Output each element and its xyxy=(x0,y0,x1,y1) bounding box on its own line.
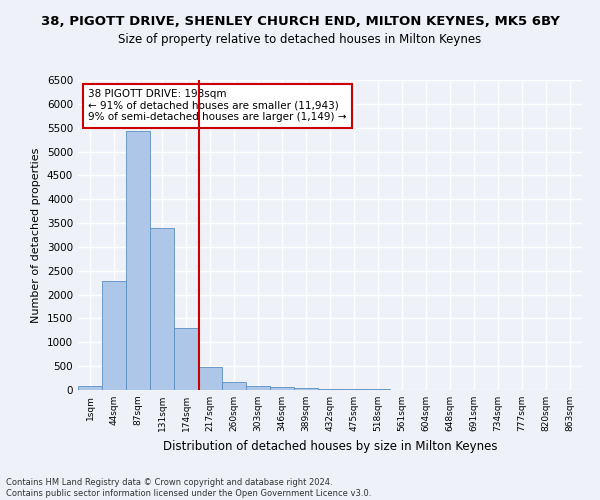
Text: 38 PIGOTT DRIVE: 198sqm
← 91% of detached houses are smaller (11,943)
9% of semi: 38 PIGOTT DRIVE: 198sqm ← 91% of detache… xyxy=(88,90,347,122)
X-axis label: Distribution of detached houses by size in Milton Keynes: Distribution of detached houses by size … xyxy=(163,440,497,452)
Bar xyxy=(342,389,366,390)
Bar xyxy=(150,228,174,390)
Bar xyxy=(318,388,342,390)
Bar xyxy=(174,328,198,390)
Bar xyxy=(294,388,318,390)
Bar xyxy=(270,388,294,390)
Bar xyxy=(102,282,126,390)
Bar xyxy=(78,386,102,390)
Text: Contains HM Land Registry data © Crown copyright and database right 2024.
Contai: Contains HM Land Registry data © Crown c… xyxy=(6,478,371,498)
Y-axis label: Number of detached properties: Number of detached properties xyxy=(31,148,41,322)
Bar xyxy=(198,367,222,390)
Bar xyxy=(126,131,150,390)
Text: 38, PIGOTT DRIVE, SHENLEY CHURCH END, MILTON KEYNES, MK5 6BY: 38, PIGOTT DRIVE, SHENLEY CHURCH END, MI… xyxy=(41,15,559,28)
Bar xyxy=(222,382,246,390)
Bar xyxy=(246,386,270,390)
Text: Size of property relative to detached houses in Milton Keynes: Size of property relative to detached ho… xyxy=(118,32,482,46)
